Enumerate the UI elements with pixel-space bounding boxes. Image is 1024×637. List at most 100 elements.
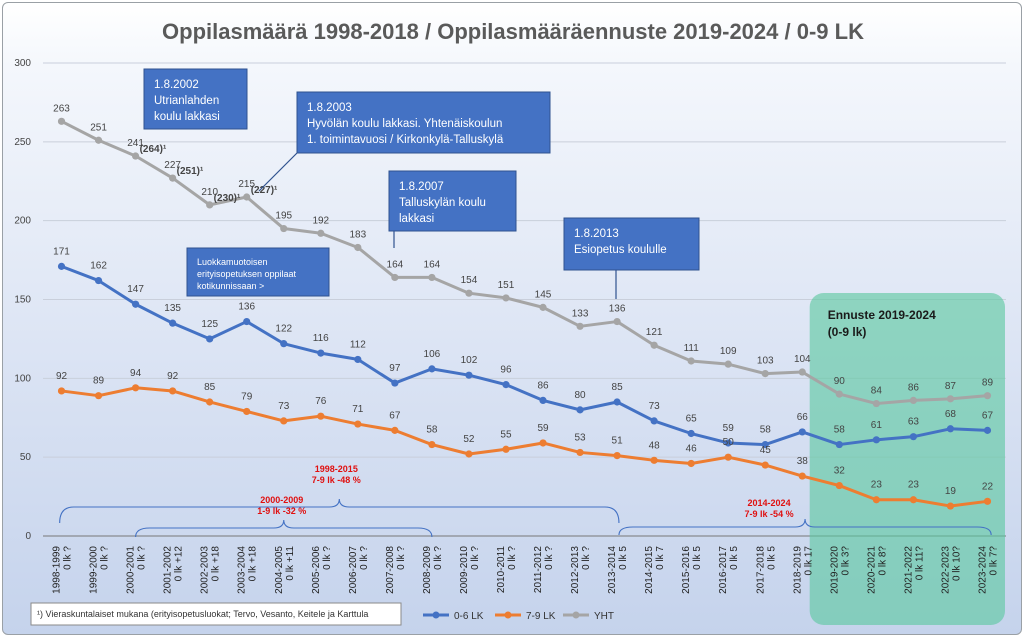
data-point bbox=[761, 440, 769, 449]
x-category-sublabel: 0 lk ? bbox=[396, 546, 407, 570]
brace-label: 2014-2024 bbox=[748, 498, 791, 508]
x-category-sublabel: 0 lk ? bbox=[470, 546, 481, 570]
line-chart: Oppilasmäärä 1998-2018 / Oppilasmääräenn… bbox=[14, 19, 1006, 626]
data-point bbox=[983, 392, 992, 400]
data-point bbox=[354, 243, 362, 252]
annotation-text: Hyvölän koulu lakkasi. Yhtenäiskoulun bbox=[307, 118, 502, 130]
data-label: 171 bbox=[53, 246, 70, 257]
data-label: 22 bbox=[982, 481, 994, 492]
data-label: 154 bbox=[461, 275, 478, 286]
data-point bbox=[613, 398, 621, 406]
x-category-label: 2006-2007 bbox=[348, 546, 359, 594]
data-label: 50 bbox=[723, 437, 735, 448]
data-label: 103 bbox=[757, 356, 774, 367]
data-label: 71 bbox=[352, 404, 364, 415]
x-category-label: 1998-1999 bbox=[52, 546, 63, 594]
y-tick-label: 50 bbox=[20, 452, 32, 463]
data-label: 65 bbox=[686, 414, 698, 425]
data-point bbox=[317, 229, 325, 237]
x-category-sublabel: 0 lk ? bbox=[100, 546, 111, 570]
x-category-label: 2022-2023 bbox=[940, 546, 951, 594]
y-tick-label: 0 bbox=[25, 531, 31, 542]
data-labels: 171 162 147 135 125 136 122 116 112 97 106 102 96 86 8… bbox=[53, 103, 993, 497]
annotation-boxes: 1.8.2002 Utrianlahden koulu lakkasi 1.8.200… bbox=[143, 68, 700, 299]
x-category-sublabel: 0 lk ? bbox=[359, 546, 370, 570]
legend-marker bbox=[432, 611, 440, 619]
legend-marker bbox=[572, 611, 580, 619]
data-point bbox=[983, 426, 992, 434]
y-tick-label: 100 bbox=[14, 373, 31, 384]
x-category-sublabel: 0 lk +11 bbox=[285, 546, 296, 581]
data-label: 125 bbox=[201, 319, 218, 330]
data-point bbox=[761, 370, 769, 378]
annotation-leader bbox=[258, 152, 298, 192]
x-category-sublabel: 0 lk 17 bbox=[803, 546, 814, 576]
data-label: 90 bbox=[834, 376, 846, 387]
data-label: 215 bbox=[238, 179, 255, 190]
data-point bbox=[872, 496, 880, 504]
data-label: 85 bbox=[204, 382, 216, 393]
data-label: 135 bbox=[164, 303, 181, 314]
data-label: 116 bbox=[313, 333, 329, 344]
x-category-sublabel: 0 lk +12 bbox=[174, 546, 185, 582]
annotation-text: 1.8.2007 bbox=[399, 181, 444, 193]
data-label: 23 bbox=[908, 480, 920, 491]
data-point bbox=[576, 322, 584, 330]
data-label: 55 bbox=[500, 429, 512, 440]
data-label: 192 bbox=[312, 215, 329, 226]
x-category-sublabel: 0 lk 11? bbox=[914, 546, 925, 581]
data-label: 195 bbox=[275, 211, 292, 222]
data-label: 104 bbox=[794, 354, 811, 365]
data-label: 92 bbox=[56, 371, 68, 382]
data-point bbox=[391, 379, 399, 387]
x-category-label: 2014-2015 bbox=[644, 546, 655, 594]
data-label: 80 bbox=[574, 390, 586, 401]
annotation-box bbox=[143, 68, 248, 130]
annotation-text: 1.8.2013 bbox=[574, 228, 619, 240]
data-point bbox=[465, 371, 473, 379]
data-point bbox=[502, 381, 510, 389]
data-label: 164 bbox=[424, 259, 441, 270]
data-point bbox=[57, 262, 66, 270]
data-point bbox=[539, 396, 547, 405]
data-label: 63 bbox=[908, 417, 920, 428]
data-point bbox=[724, 453, 732, 461]
legend-label: 7-9 LK bbox=[526, 611, 556, 622]
data-point bbox=[835, 481, 843, 490]
annotation-text: Talluskylän koulu bbox=[399, 197, 486, 209]
x-category-label: 2002-2003 bbox=[200, 546, 211, 594]
annotation-text: kotikunnissaan > bbox=[197, 281, 264, 291]
legend: ¹) Vieraskuntalaiset mukana (erityisopet… bbox=[30, 602, 614, 626]
data-label: 145 bbox=[535, 289, 552, 300]
data-point bbox=[872, 399, 880, 408]
x-category-sublabel: 0 lk ? bbox=[322, 546, 333, 570]
data-point bbox=[280, 340, 288, 348]
data-label: 227 bbox=[164, 160, 181, 171]
data-label: 97 bbox=[389, 363, 401, 374]
annotation-text: Luokkamuotoisen bbox=[197, 257, 268, 267]
annotation-text: lakkasi bbox=[399, 213, 434, 225]
data-label: 84 bbox=[871, 386, 883, 397]
data-label: 19 bbox=[945, 486, 957, 497]
x-category-sublabel: 0 lk 5 bbox=[729, 546, 740, 570]
data-label: 106 bbox=[424, 349, 441, 360]
data-label: 48 bbox=[649, 440, 661, 451]
data-point bbox=[909, 496, 918, 504]
annotation-text: 1. toimintavuosi / Kirkonkylä-Talluskylä bbox=[307, 134, 504, 146]
data-label: 89 bbox=[982, 378, 994, 389]
x-category-sublabel: 0 lk 7? bbox=[988, 546, 999, 576]
data-point bbox=[539, 439, 547, 447]
data-label: 111 bbox=[684, 343, 700, 354]
x-category-sublabel: 0 lk ? bbox=[581, 546, 592, 570]
data-point bbox=[280, 224, 288, 233]
data-label: 86 bbox=[908, 382, 920, 393]
data-label: 46 bbox=[686, 443, 698, 454]
series-lines bbox=[57, 117, 992, 510]
data-point bbox=[761, 461, 769, 469]
x-axis: 1998-1999 0 lk ? 1999-2000 0 lk ? 2000-2001 0… bbox=[52, 546, 1000, 594]
data-label: 147 bbox=[127, 284, 144, 295]
data-point bbox=[613, 451, 621, 460]
annotation-text: 1.8.2002 bbox=[154, 79, 199, 91]
data-label: 73 bbox=[278, 401, 290, 412]
